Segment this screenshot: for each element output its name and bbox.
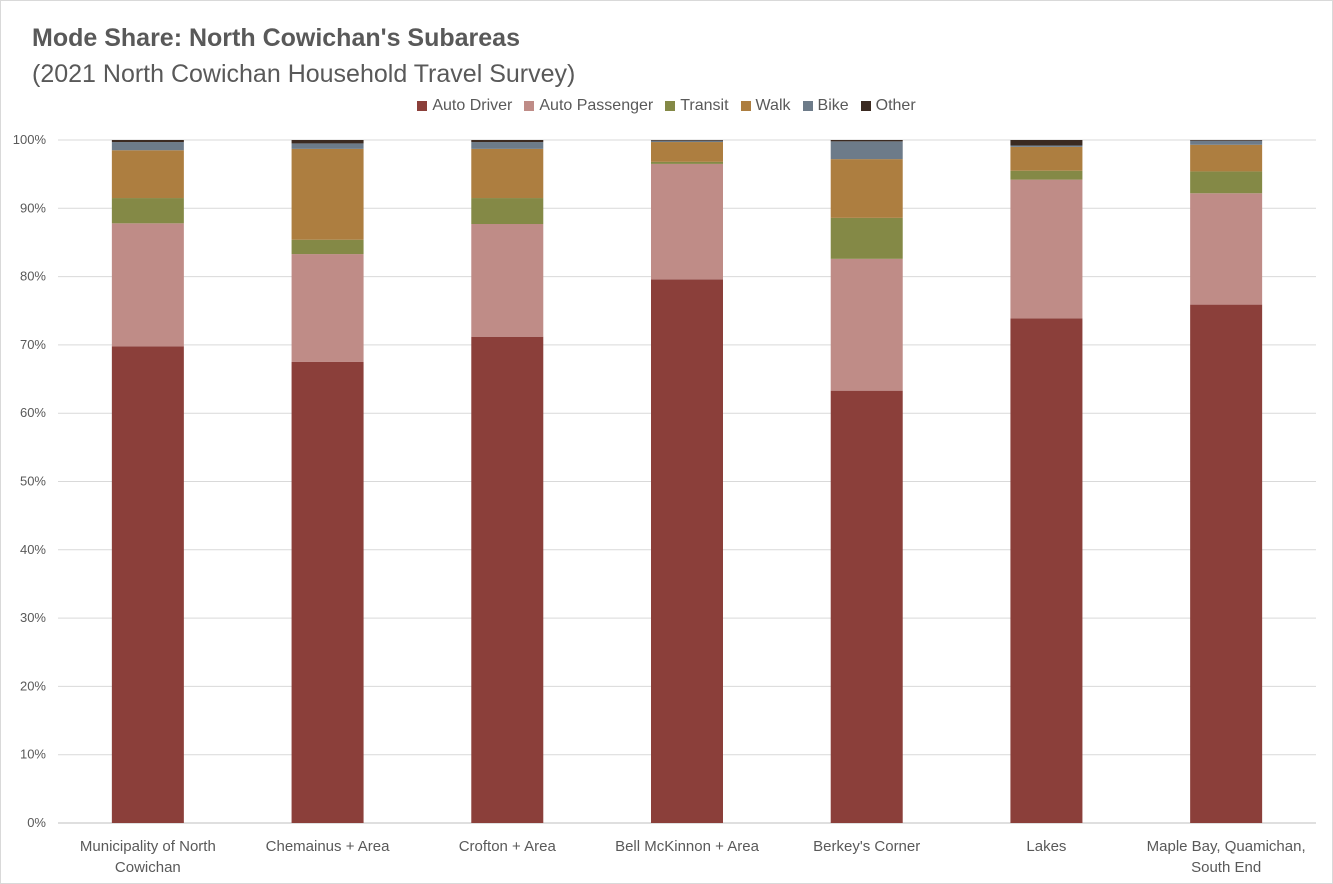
bar-segment [651, 142, 723, 162]
bar-segment [1190, 140, 1263, 141]
bar-segment [651, 161, 723, 164]
y-tick-label: 30% [20, 610, 46, 625]
bar-segment [1190, 304, 1263, 823]
bar-segment [1190, 193, 1263, 305]
legend-label: Walk [755, 97, 791, 114]
x-category-label: Chemainus + Area [266, 838, 390, 855]
bar-segment [291, 148, 364, 240]
legend-item: Bike [802, 97, 849, 115]
bar-segment [471, 142, 544, 149]
bar-segment [1010, 170, 1083, 180]
bar-segment [830, 159, 903, 218]
y-tick-label: 0% [27, 815, 46, 830]
bar-segment [291, 239, 364, 255]
x-category-label: Maple Bay, Quamichan, [1147, 838, 1306, 855]
y-tick-label: 50% [20, 474, 46, 489]
x-category-label: South End [1191, 859, 1261, 876]
legend-label: Auto Driver [432, 97, 513, 114]
legend-swatch [802, 101, 813, 111]
legend-item: Auto Passenger [524, 97, 653, 115]
legend-item: Other [860, 97, 916, 115]
bar-segment [111, 223, 184, 347]
y-tick-label: 20% [20, 678, 46, 693]
bar-segment [830, 217, 903, 259]
legend-label: Transit [680, 97, 729, 114]
legend-label: Other [875, 97, 916, 114]
bar-segment [111, 150, 184, 199]
legend-swatch [524, 101, 535, 111]
y-tick-label: 40% [20, 542, 46, 557]
bar-segment [471, 336, 544, 823]
bar-segment [651, 140, 723, 143]
y-tick-label: 70% [20, 337, 46, 352]
x-category-label: Crofton + Area [459, 838, 557, 855]
bar-segment [111, 140, 184, 143]
bar-segment [111, 198, 184, 224]
chart-subtitle: (2021 North Cowichan Household Travel Su… [32, 60, 576, 88]
y-tick-label: 90% [20, 200, 46, 215]
bar-segment [830, 258, 903, 391]
legend-swatch [860, 101, 871, 111]
bar-segment [651, 140, 723, 141]
bar-segment [291, 361, 364, 823]
x-category-label: Lakes [1026, 838, 1066, 855]
bar-segment [1010, 145, 1083, 147]
legend-item: Auto Driver [417, 97, 512, 115]
legend-item: Transit [665, 97, 729, 115]
y-tick-label: 60% [20, 405, 46, 420]
legend-swatch [740, 101, 751, 111]
bar-segment [291, 143, 364, 149]
bar-segment [1010, 146, 1083, 171]
bar-segment [830, 141, 903, 160]
bar-segment [111, 142, 184, 151]
x-category-label: Municipality of North [80, 838, 216, 855]
bar-segment [471, 140, 544, 143]
bar-segment [471, 198, 544, 225]
legend-label: Bike [817, 97, 849, 114]
bar-segment [1190, 144, 1263, 172]
x-category-label: Berkey's Corner [813, 838, 920, 855]
bar-segment [291, 140, 364, 144]
chart-legend: Auto Driver Auto Passenger Transit Walk Bike… [0, 97, 1333, 115]
legend-label: Auto Passenger [539, 97, 654, 114]
bar-segment [1190, 171, 1263, 194]
y-tick-label: 10% [20, 747, 46, 762]
legend-swatch [417, 101, 428, 111]
bar-segment [1010, 140, 1083, 146]
bar-segment [471, 148, 544, 199]
x-category-label: Cowichan [115, 859, 181, 876]
bar-segment [1010, 318, 1083, 823]
bar-segment [111, 346, 184, 823]
bar-segment [651, 163, 723, 280]
legend-item: Walk [740, 97, 791, 115]
bar-segment [1190, 140, 1263, 145]
bar-segment [291, 254, 364, 362]
bar-segment [471, 224, 544, 337]
bar-segment [830, 390, 903, 823]
x-category-label: Bell McKinnon + Area [615, 838, 759, 855]
chart-title: Mode Share: North Cowichan's Subareas [32, 24, 520, 52]
legend-swatch [665, 101, 676, 111]
bar-segment [1010, 179, 1083, 319]
bar-segment [830, 140, 903, 142]
bar-segment [651, 279, 723, 823]
y-tick-label: 80% [20, 269, 46, 284]
y-tick-label: 100% [13, 132, 47, 147]
